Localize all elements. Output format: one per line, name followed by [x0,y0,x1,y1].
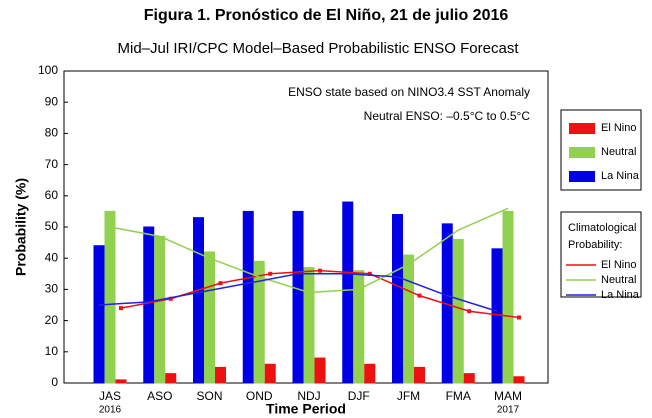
line-legend [560,211,642,298]
x-tick-label: NDJ [297,389,320,403]
bar [215,366,226,384]
x-tick-label: SON [196,389,222,403]
line-marker [367,271,372,276]
annotation: Neutral ENSO: –0.5°C to 0.5°C [364,109,531,123]
line-marker [168,296,173,301]
bar [392,214,403,384]
y-tick-label: 80 [45,126,59,140]
x-sublabel: 2016 [99,405,122,416]
bar [463,373,475,384]
legend-swatch [569,147,595,158]
x-axis-label: Time Period [266,401,346,417]
bar [353,270,365,384]
bar [491,248,503,384]
line-marker [119,306,123,311]
climatology-line [109,207,509,294]
bar [513,376,525,384]
climatology-line [98,273,498,312]
line-marker [218,281,223,286]
bar [93,245,105,384]
bar [165,373,177,384]
y-tick-label: 40 [45,250,59,264]
bar [452,238,464,384]
chart-subtitle: Mid–Jul IRI/CPC Model–Based Probabilisti… [118,40,520,57]
x-sublabel: 2017 [497,405,520,416]
annotation: ENSO state based on NINO3.4 SST Anomaly [288,85,530,99]
bar [303,267,315,384]
legend-label: Neutral [601,274,636,286]
bar [502,210,514,384]
line-legend-title: Climatological Probability: [568,222,636,251]
bar [204,251,215,384]
x-tick-label: DJF [348,389,370,403]
bar [403,254,414,384]
line-marker [318,268,322,273]
bar [314,357,326,384]
y-tick-label: 100 [38,63,58,77]
bar [154,235,166,384]
x-tick-label: MAM [494,389,522,403]
bar [253,260,265,384]
line-marker [467,309,472,314]
y-tick-label: 10 [45,344,59,358]
x-tick-label: ASO [147,389,172,403]
y-tick-label: 50 [45,219,59,233]
bar [414,366,425,384]
x-tick-label: OND [246,389,273,403]
y-tick-label: 60 [45,188,59,202]
x-tick-label: JAS [99,389,121,403]
y-tick-label: 30 [45,282,59,296]
bar [115,379,127,384]
y-axis-label: Probability (%) [13,178,29,276]
y-tick-label: 0 [51,375,58,389]
chart-title: Figura 1. Pronóstico de El Niño, 21 de j… [144,7,509,24]
legend-swatch [569,123,595,134]
y-tick-label: 20 [45,313,59,327]
line-marker [417,293,422,298]
bar [342,201,354,384]
legend-label: Neutral [601,146,636,158]
bar [364,363,376,384]
y-tick-label: 70 [45,157,59,171]
bar [143,226,155,384]
bar [104,210,116,384]
legend-label: La Nina [601,289,640,301]
line-marker [268,271,273,276]
bar [242,210,254,384]
bar [292,210,304,384]
y-tick-label: 90 [45,94,59,108]
legend-label: El Nino [601,122,636,134]
legend-label: La Nina [601,170,640,182]
x-tick-label: FMA [446,389,471,403]
line-marker [517,315,521,320]
x-tick-label: JFM [397,389,420,403]
legend-label: El Nino [601,259,636,271]
bar [193,217,204,384]
bar [264,363,276,384]
legend-swatch [569,171,595,182]
